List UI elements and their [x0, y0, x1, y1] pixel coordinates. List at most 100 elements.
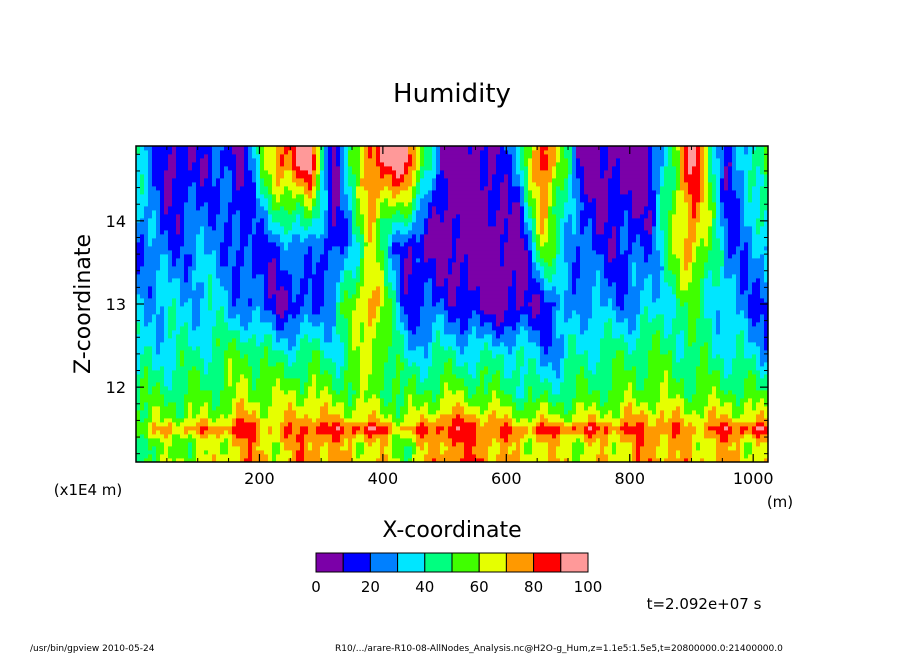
heatmap-cell: [264, 238, 269, 243]
heatmap-cell: [280, 222, 285, 227]
heatmap-cell: [164, 230, 169, 235]
heatmap-cell: [192, 294, 197, 299]
heatmap-cell: [348, 202, 353, 207]
heatmap-cell: [288, 250, 293, 255]
heatmap-cell: [236, 250, 241, 255]
heatmap-cell: [388, 414, 393, 419]
heatmap-cell: [280, 330, 285, 335]
heatmap-cell: [380, 314, 385, 319]
heatmap-cell: [212, 154, 217, 159]
heatmap-cell: [364, 454, 369, 459]
heatmap-cell: [164, 454, 169, 459]
heatmap-cell: [300, 434, 305, 439]
heatmap-cell: [184, 386, 189, 391]
heatmap-cell: [280, 298, 285, 303]
heatmap-cell: [344, 182, 349, 187]
heatmap-cell: [324, 282, 329, 287]
heatmap-cell: [188, 234, 193, 239]
heatmap-cell: [196, 150, 201, 155]
heatmap-cell: [340, 146, 345, 151]
heatmap-cell: [348, 306, 353, 311]
heatmap-cell: [172, 278, 177, 283]
heatmap-cell: [152, 438, 157, 443]
heatmap-cell: [236, 162, 241, 167]
heatmap-cell: [364, 422, 369, 427]
heatmap-cell: [292, 278, 297, 283]
heatmap-cell: [184, 366, 189, 371]
heatmap-cell: [332, 370, 337, 375]
heatmap-cell: [144, 154, 149, 159]
heatmap-cell: [376, 378, 381, 383]
heatmap-cell: [152, 442, 157, 447]
heatmap-cell: [216, 218, 221, 223]
heatmap-cell: [348, 418, 353, 423]
heatmap-cell: [368, 146, 373, 151]
heatmap-cell: [188, 402, 193, 407]
heatmap-cell: [156, 382, 161, 387]
heatmap-cell: [260, 450, 265, 455]
heatmap-cell: [360, 458, 365, 463]
heatmap-cell: [160, 242, 165, 247]
heatmap-cell: [232, 154, 237, 159]
heatmap-cell: [212, 266, 217, 271]
heatmap-cell: [312, 342, 317, 347]
heatmap-cell: [320, 166, 325, 171]
heatmap-cell: [264, 302, 269, 307]
heatmap-cell: [384, 374, 389, 379]
heatmap-cell: [220, 354, 225, 359]
heatmap-cell: [332, 450, 337, 455]
heatmap-cell: [332, 410, 337, 415]
heatmap-cell: [212, 166, 217, 171]
heatmap-cell: [296, 214, 301, 219]
heatmap-cell: [252, 150, 257, 155]
heatmap-cell: [244, 450, 249, 455]
heatmap-cell: [256, 182, 261, 187]
heatmap-cell: [248, 430, 253, 435]
heatmap-cell: [308, 386, 313, 391]
heatmap-cell: [332, 250, 337, 255]
heatmap-cell: [332, 318, 337, 323]
heatmap-cell: [280, 398, 285, 403]
heatmap-cell: [252, 262, 257, 267]
heatmap-cell: [228, 258, 233, 263]
heatmap-cell: [380, 386, 385, 391]
heatmap-cell: [140, 374, 145, 379]
heatmap-cell: [168, 178, 173, 183]
heatmap-cell: [212, 434, 217, 439]
heatmap-cell: [236, 338, 241, 343]
heatmap-cell: [148, 370, 153, 375]
heatmap-cell: [292, 458, 297, 463]
heatmap-cell: [288, 430, 293, 435]
heatmap-cell: [272, 314, 277, 319]
heatmap-cell: [248, 374, 253, 379]
heatmap-cell: [312, 442, 317, 447]
heatmap-cell: [212, 150, 217, 155]
heatmap-cell: [332, 310, 337, 315]
heatmap-cell: [232, 410, 237, 415]
heatmap-cell: [200, 322, 205, 327]
heatmap-cell: [168, 414, 173, 419]
heatmap-cell: [148, 166, 153, 171]
heatmap-cell: [168, 350, 173, 355]
heatmap-cell: [168, 214, 173, 219]
heatmap-cell: [228, 382, 233, 387]
heatmap-cell: [284, 398, 289, 403]
heatmap-cell: [360, 382, 365, 387]
heatmap-cell: [172, 402, 177, 407]
heatmap-cell: [236, 330, 241, 335]
heatmap-cell: [188, 190, 193, 195]
heatmap-cell: [324, 418, 329, 423]
heatmap-cell: [176, 242, 181, 247]
heatmap-cell: [348, 338, 353, 343]
heatmap-cell: [248, 242, 253, 247]
heatmap-cell: [328, 422, 333, 427]
heatmap-cell: [344, 442, 349, 447]
heatmap-cell: [292, 170, 297, 175]
heatmap-cell: [212, 334, 217, 339]
heatmap-cell: [248, 270, 253, 275]
heatmap-cell: [240, 370, 245, 375]
heatmap-cell: [316, 394, 321, 399]
heatmap-cell: [312, 242, 317, 247]
heatmap-cell: [352, 426, 357, 431]
heatmap-cell: [232, 338, 237, 343]
